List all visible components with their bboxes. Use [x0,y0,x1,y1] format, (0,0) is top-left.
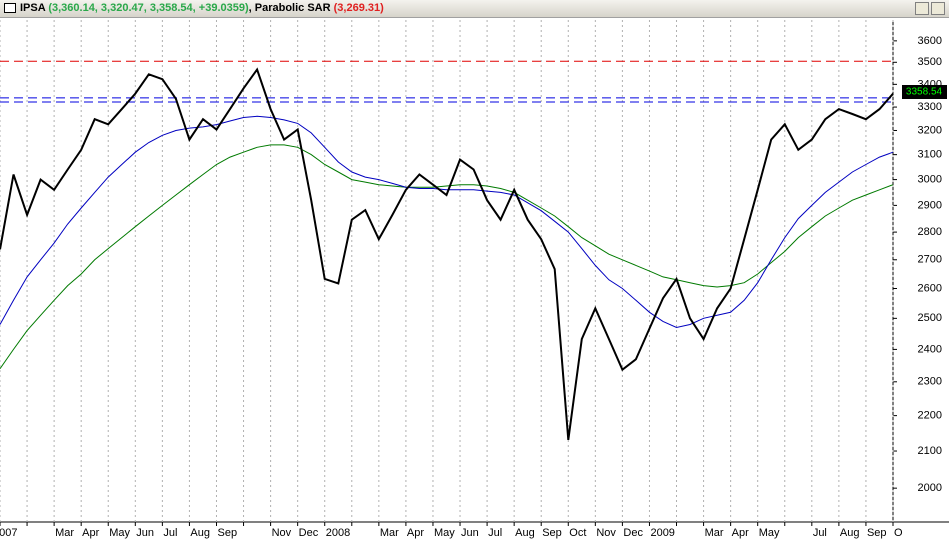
title-values: (3,360.14, 3,320.47, 3,358.54, +39.0359) [48,2,249,14]
y-tick-label: 3300 [918,101,942,113]
chart-title: IPSA [20,2,46,14]
x-tick-label: Apr [82,527,99,539]
x-tick-label: 2008 [326,527,350,539]
series-line [0,144,894,369]
y-tick-label: 2000 [918,482,942,494]
y-tick-label: 3500 [918,56,942,68]
x-tick-label: 2007 [0,527,17,539]
x-tick-label: Apr [407,527,424,539]
y-tick-label: 2900 [918,199,942,211]
y-tick-label: 2200 [918,410,942,422]
x-tick-label: Oct [569,527,586,539]
x-tick-label: Aug [190,527,210,539]
x-tick-label: Apr [732,527,749,539]
window-icon [4,3,16,14]
x-tick-label: Jul [488,527,502,539]
y-tick-label: 3600 [918,35,942,47]
y-tick-label: 3000 [918,174,942,186]
x-tick-label: Sep [217,527,237,539]
y-tick-label: 2500 [918,312,942,324]
y-tick-label: 2700 [918,254,942,266]
y-tick-label: 2300 [918,376,942,388]
restore-button[interactable] [915,2,929,15]
x-tick-label: Mar [55,527,74,539]
x-tick-label: May [759,527,780,539]
indicator-name: , Parabolic SAR [248,2,331,14]
series-line [0,115,894,329]
x-tick-label: May [434,527,455,539]
last-price: 3358.54 [906,87,943,98]
x-tick-label: Mar [705,527,724,539]
x-tick-label: Aug [515,527,535,539]
x-tick-label: Mar [380,527,399,539]
y-tick-label: 2800 [918,226,942,238]
y-tick-label: 3100 [918,149,942,161]
price-box [902,85,947,99]
window-buttons[interactable] [913,2,945,21]
y-tick-label: 2100 [918,445,942,457]
x-tick-label: O [894,527,903,539]
x-tick-label: Aug [840,527,860,539]
indicator-value: (3,269.31) [333,2,384,14]
x-tick-label: Jun [136,527,154,539]
y-tick-label: 2600 [918,282,942,294]
x-tick-label: Jun [461,527,479,539]
title-bar: IPSA (3,360.14, 3,320.47, 3,358.54, +39.… [0,0,949,18]
x-tick-label: 2009 [650,527,674,539]
x-tick-label: Dec [623,527,643,539]
y-tick-label: 2400 [918,343,942,355]
close-button[interactable] [931,2,945,15]
x-tick-label: Nov [596,527,616,539]
x-tick-label: Jul [163,527,177,539]
x-tick-label: Nov [272,527,292,539]
x-tick-label: Jul [813,527,827,539]
x-tick-label: Sep [867,527,887,539]
x-tick-label: Sep [542,527,562,539]
x-tick-label: Dec [299,527,319,539]
x-tick-label: May [109,527,130,539]
series-line [0,67,894,441]
y-tick-label: 3200 [918,124,942,136]
